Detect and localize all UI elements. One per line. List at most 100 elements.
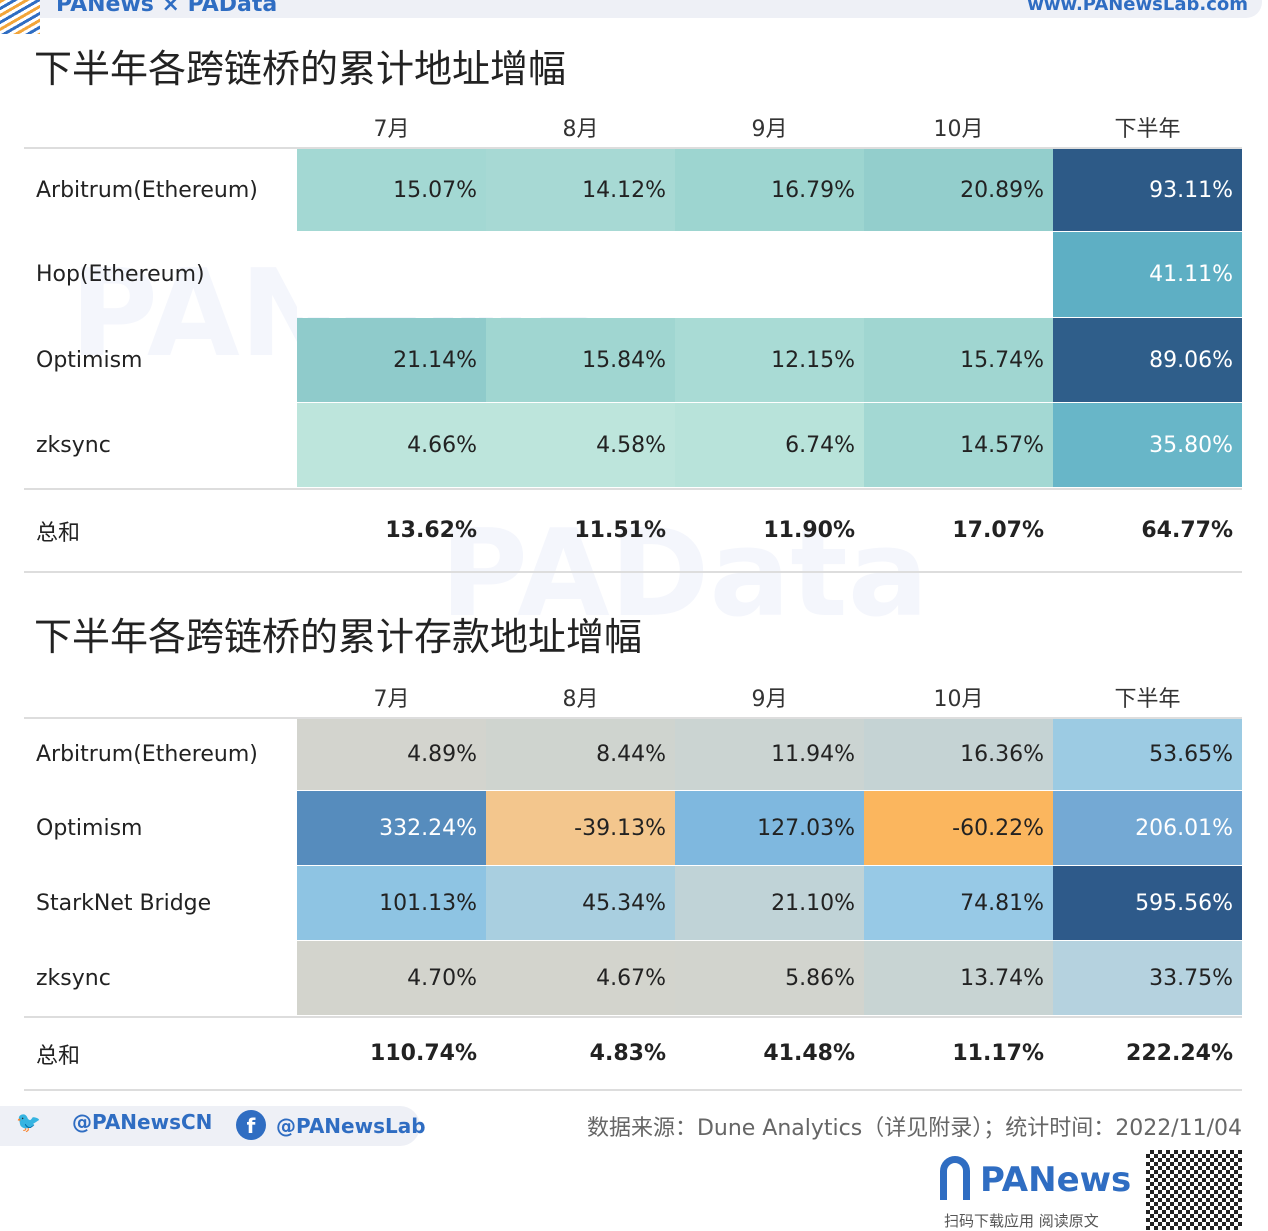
heatmap-cell [297, 232, 486, 317]
heatmap-cell: 4.83% [589, 1041, 666, 1066]
row-label: Arbitrum(Ethereum) [36, 742, 258, 767]
row-label: zksync [36, 432, 111, 458]
table1: 7月 8月 9月 10月 下半年 Arbitrum(Ethereum) 15.07% 14.1… [24, 105, 1242, 573]
top-banner [0, 0, 1262, 18]
heatmap-cell: 13.62% [385, 518, 477, 543]
row-label: Hop(Ethereum) [36, 262, 205, 287]
heatmap-cell: 4.66% [297, 403, 486, 487]
heatmap-cell: 21.14% [297, 318, 486, 402]
column-header: 7月 [373, 687, 410, 712]
table-row: zksync 4.70% 4.67% 5.86% 13.74% 33.75% [24, 941, 1242, 1016]
panews-logo: PANews [980, 1160, 1132, 1200]
twitter-handle[interactable]: @PANewsCN [72, 1110, 213, 1134]
heatmap-cell: 11.17% [952, 1041, 1044, 1066]
heatmap-cell: 11.51% [574, 518, 666, 543]
table-row: StarkNet Bridge 101.13% 45.34% 21.10% 74.81%… [24, 866, 1242, 941]
table-row: Arbitrum(Ethereum) 15.07% 14.12% 16.79% 20.8… [24, 147, 1242, 232]
heatmap-cell: 11.90% [763, 518, 855, 543]
table-row: Arbitrum(Ethereum) 4.89% 8.44% 11.94% 16.36%… [24, 717, 1242, 791]
heatmap-cell: 41.48% [763, 1041, 855, 1066]
heatmap-cell: 4.67% [486, 941, 675, 1015]
heatmap-cell: 110.74% [370, 1041, 477, 1066]
table2-title: 下半年各跨链桥的累计存款地址增幅 [34, 615, 643, 659]
header-row: 7月 8月 9月 10月 下半年 [24, 105, 1242, 147]
row-label: Optimism [36, 347, 143, 373]
table2: 7月 8月 9月 10月 下半年 Arbitrum(Ethereum) 4.89% 8.44%… [24, 675, 1242, 1091]
column-header: 下半年 [1114, 117, 1181, 142]
heatmap-cell: 5.86% [675, 941, 864, 1015]
column-header: 8月 [562, 117, 599, 142]
row-label: 总和 [36, 1043, 81, 1069]
brand-stripes-icon [0, 0, 40, 34]
column-header: 10月 [933, 687, 984, 712]
scan-caption: 扫码下载应用 阅读原文 [944, 1212, 1099, 1230]
heatmap-cell: 127.03% [675, 791, 864, 865]
row-label: Arbitrum(Ethereum) [36, 177, 258, 203]
total-row: 总和 110.74% 4.83% 41.48% 11.17% 222.24% [24, 1016, 1242, 1091]
facebook-handle[interactable]: @PANewsLab [276, 1114, 426, 1138]
brand-label: PANews × PAData [56, 0, 278, 17]
heatmap-cell: 16.79% [675, 149, 864, 231]
qr-code-icon[interactable] [1146, 1150, 1242, 1230]
row-label: StarkNet Bridge [36, 890, 212, 916]
table-row: Optimism 332.24% -39.13% 127.03% -60.22% 206.… [24, 791, 1242, 866]
heatmap-cell: 14.12% [486, 149, 675, 231]
heatmap-cell: 93.11% [1053, 149, 1242, 231]
heatmap-cell: 41.11% [1053, 232, 1242, 317]
heatmap-cell [675, 232, 864, 317]
heatmap-cell: 4.58% [486, 403, 675, 487]
table-row: Optimism 21.14% 15.84% 12.15% 15.74% 89.06% [24, 318, 1242, 403]
social-bar [0, 1106, 420, 1146]
heatmap-cell: 595.56% [1053, 866, 1242, 940]
column-header: 9月 [751, 117, 788, 142]
heatmap-cell: 21.10% [675, 866, 864, 940]
column-header: 8月 [562, 687, 599, 712]
heatmap-cell: 15.74% [864, 318, 1053, 402]
table-row: zksync 4.66% 4.58% 6.74% 14.57% 35.80% [24, 403, 1242, 488]
heatmap-cell: -60.22% [864, 791, 1053, 865]
heatmap-cell: 4.89% [297, 719, 486, 790]
table-row: Hop(Ethereum) 41.11% [24, 232, 1242, 318]
column-header: 下半年 [1114, 687, 1181, 712]
site-url[interactable]: www.PANewsLab.com [1027, 0, 1248, 15]
heatmap-cell: 20.89% [864, 149, 1053, 231]
heatmap-cell: 8.44% [486, 719, 675, 790]
row-label: zksync [36, 965, 111, 991]
heatmap-cell: 15.07% [297, 149, 486, 231]
column-header: 10月 [933, 117, 984, 142]
heatmap-cell: 222.24% [1126, 1041, 1233, 1066]
heatmap-cell: 33.75% [1053, 941, 1242, 1015]
table1-title: 下半年各跨链桥的累计地址增幅 [34, 47, 567, 91]
heatmap-cell: 17.07% [952, 518, 1044, 543]
heatmap-cell [864, 232, 1053, 317]
heatmap-cell: 206.01% [1053, 791, 1242, 865]
column-header: 7月 [373, 117, 410, 142]
heatmap-cell: 45.34% [486, 866, 675, 940]
column-header: 9月 [751, 687, 788, 712]
row-label: 总和 [36, 520, 81, 546]
heatmap-cell [486, 232, 675, 317]
twitter-icon: 🐦 [16, 1110, 41, 1134]
heatmap-cell: 53.65% [1053, 719, 1242, 790]
heatmap-cell: 74.81% [864, 866, 1053, 940]
heatmap-cell: 14.57% [864, 403, 1053, 487]
heatmap-cell: 35.80% [1053, 403, 1242, 487]
heatmap-cell: -39.13% [486, 791, 675, 865]
heatmap-cell: 332.24% [297, 791, 486, 865]
heatmap-cell: 15.84% [486, 318, 675, 402]
heatmap-cell: 6.74% [675, 403, 864, 487]
header-row: 7月 8月 9月 10月 下半年 [24, 675, 1242, 717]
total-row: 总和 13.62% 11.51% 11.90% 17.07% 64.77% [24, 488, 1242, 573]
heatmap-cell: 11.94% [675, 719, 864, 790]
heatmap-cell: 4.70% [297, 941, 486, 1015]
heatmap-cell: 16.36% [864, 719, 1053, 790]
facebook-icon: f [236, 1110, 266, 1140]
data-source: 数据来源：Dune Analytics（详见附录）；统计时间：2022/11/0… [586, 1116, 1242, 1141]
heatmap-cell: 101.13% [297, 866, 486, 940]
row-label: Optimism [36, 815, 143, 841]
heatmap-cell: 12.15% [675, 318, 864, 402]
heatmap-cell: 64.77% [1141, 518, 1233, 543]
panews-logo-icon [940, 1156, 970, 1200]
heatmap-cell: 13.74% [864, 941, 1053, 1015]
heatmap-cell: 89.06% [1053, 318, 1242, 402]
